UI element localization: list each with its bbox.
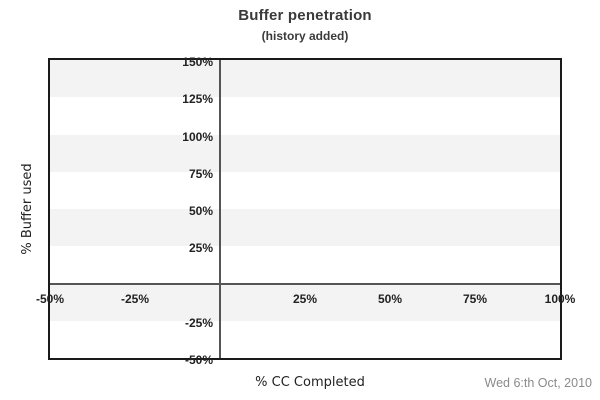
grid-band [50,60,560,98]
y-tick-label: 100% [182,129,213,144]
x-tick-label: 100% [544,291,576,306]
chart-title: Buffer penetration [238,7,372,24]
date-stamp: Wed 6:th Oct, 2010 [484,376,592,390]
x-axis-title: % CC Completed [255,375,365,390]
chart-subtitle: (history added) [261,29,349,43]
x-tick-label: 25% [292,291,318,306]
y-tick-label: -50% [184,353,213,367]
grid-band [50,134,560,172]
y-tick-label: 150% [182,55,213,69]
y-tick-label: 25% [188,241,213,256]
x-tick-label: -25% [120,291,149,306]
y-axis-title: % Buffer used [20,163,35,255]
y-tick-label: 50% [188,204,213,218]
x-zero-axis-line [219,60,221,358]
grid-band [50,283,560,321]
grid-band [50,209,560,247]
plot-area: 150% 125% 100% 75% 50% 25% -25% -50% -50% -25% 25%… [36,55,575,367]
y-tick-label: 125% [182,92,213,107]
x-tick-label: 75% [462,291,488,306]
x-tick-label: -50% [35,291,64,306]
x-tick-label: 50% [377,291,403,306]
y-tick-label: 75% [188,166,213,181]
y-tick-label: -25% [184,315,213,330]
y-zero-axis-line [50,282,560,285]
